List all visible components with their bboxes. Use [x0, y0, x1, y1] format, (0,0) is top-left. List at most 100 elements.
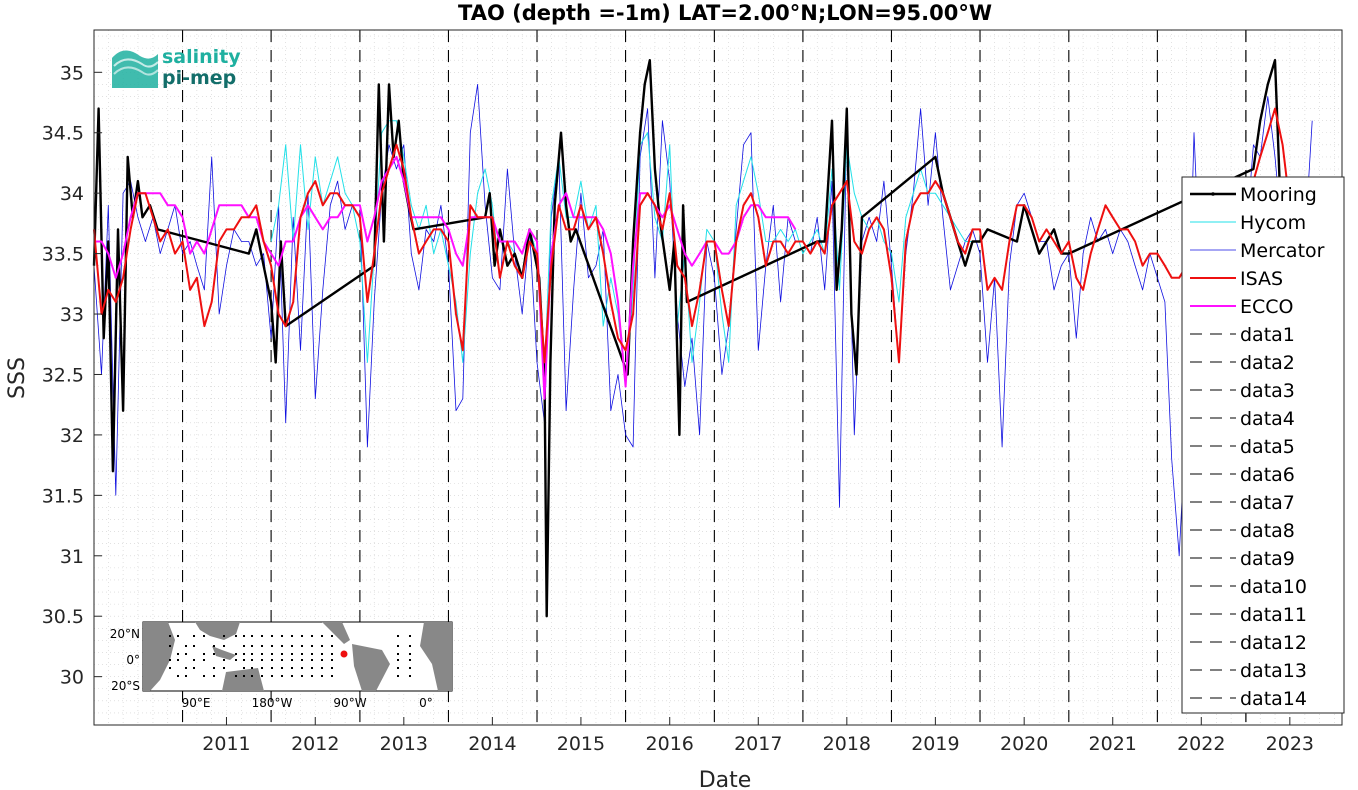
buoy-marker [261, 653, 263, 655]
buoy-marker [409, 675, 411, 677]
buoy-marker [311, 635, 313, 637]
buoy-marker [261, 645, 263, 647]
buoy-marker [169, 659, 171, 661]
buoy-marker [193, 645, 195, 647]
inset-map-indonesia [212, 646, 236, 660]
buoy-marker [409, 659, 411, 661]
buoy-marker [243, 675, 245, 677]
legend-label: data3 [1240, 380, 1295, 402]
y-tick-label: 32.5 [42, 364, 84, 386]
legend-label: data8 [1240, 520, 1295, 542]
inset-map-station-marker [340, 650, 348, 658]
buoy-marker [251, 653, 253, 655]
inset-map-ocean [142, 621, 453, 692]
x-tick-label: 2011 [202, 733, 250, 755]
chart-title: TAO (depth =-1m) LAT=2.00°N;LON=95.00°W [458, 1, 992, 25]
buoy-marker [301, 675, 303, 677]
buoy-marker [321, 653, 323, 655]
series-line-isas [93, 107, 1291, 364]
buoy-marker [261, 659, 263, 661]
buoy-marker [301, 645, 303, 647]
buoy-marker [301, 659, 303, 661]
buoy-marker [243, 659, 245, 661]
y-tick-label: 30.5 [42, 606, 84, 628]
buoy-marker [311, 667, 313, 669]
x-tick-label: 2013 [380, 733, 428, 755]
buoy-marker [397, 635, 399, 637]
buoy-marker [291, 653, 293, 655]
legend-label: data10 [1240, 576, 1307, 598]
map-lat-tick: 0° [126, 653, 140, 667]
buoy-marker [261, 667, 263, 669]
buoy-marker [271, 659, 273, 661]
buoy-marker [261, 635, 263, 637]
buoy-marker [271, 675, 273, 677]
buoy-marker [331, 675, 333, 677]
legend-label: Hycom [1240, 212, 1306, 234]
buoy-marker [243, 653, 245, 655]
legend-label: data7 [1240, 492, 1295, 514]
legend-label: data12 [1240, 632, 1307, 654]
x-axis: 2011 2012 2013 2014 2015 2016 2017 2018 2019 2020… [202, 717, 1314, 755]
series-lines [92, 59, 1313, 618]
y-tick-label: 31 [60, 546, 84, 568]
x-tick-label: 2020 [1000, 733, 1048, 755]
x-tick-label: 2021 [1089, 733, 1137, 755]
buoy-marker [311, 675, 313, 677]
buoy-marker [251, 675, 253, 677]
buoy-marker [177, 635, 179, 637]
buoy-marker [271, 653, 273, 655]
inset-map-central-america [322, 622, 350, 644]
buoy-marker [291, 645, 293, 647]
buoy-marker [281, 645, 283, 647]
inset-map-buoys [169, 635, 411, 677]
buoy-marker [331, 667, 333, 669]
buoy-marker [193, 659, 195, 661]
buoy-marker [311, 653, 313, 655]
buoy-marker [321, 645, 323, 647]
legend-label: data5 [1240, 436, 1295, 458]
buoy-marker [301, 667, 303, 669]
buoy-marker [397, 645, 399, 647]
x-tick-label: 2019 [911, 733, 959, 755]
buoy-marker [169, 645, 171, 647]
map-lat-tick: 20°N [110, 627, 140, 641]
x-tick-label: 2012 [291, 733, 339, 755]
y-tick-label: 33 [60, 304, 84, 326]
buoy-marker [213, 667, 215, 669]
buoy-marker [177, 675, 179, 677]
buoy-marker [321, 659, 323, 661]
legend-label: data1 [1240, 324, 1295, 346]
buoy-marker [281, 667, 283, 669]
buoy-marker [321, 675, 323, 677]
legend-label: data4 [1240, 408, 1295, 430]
buoy-marker [281, 635, 283, 637]
y-axis: 35 34.5 34 33.5 33 32.5 32 31.5 31 30.5 30 [42, 62, 102, 689]
buoy-marker [281, 653, 283, 655]
buoy-marker [251, 645, 253, 647]
series-line-mercator [93, 84, 1313, 557]
buoy-marker [311, 659, 313, 661]
buoy-marker [397, 653, 399, 655]
x-tick-label: 2014 [468, 733, 516, 755]
buoy-marker [321, 635, 323, 637]
buoy-marker [397, 675, 399, 677]
legend-label: ISAS [1240, 268, 1283, 290]
y-tick-label: 30 [60, 667, 84, 689]
buoy-marker [331, 653, 333, 655]
buoy-marker [291, 635, 293, 637]
y-tick-label: 35 [60, 62, 84, 84]
map-lon-tick: 90°E [182, 696, 211, 710]
buoy-marker [213, 675, 215, 677]
series-line-ecco [94, 155, 797, 400]
legend-label: data13 [1240, 660, 1307, 682]
buoy-marker [409, 667, 411, 669]
buoy-marker [235, 635, 237, 637]
buoy-marker [331, 659, 333, 661]
buoy-marker [321, 667, 323, 669]
buoy-marker [281, 659, 283, 661]
y-tick-label: 34 [60, 183, 84, 205]
buoy-marker [409, 653, 411, 655]
buoy-marker [177, 659, 179, 661]
